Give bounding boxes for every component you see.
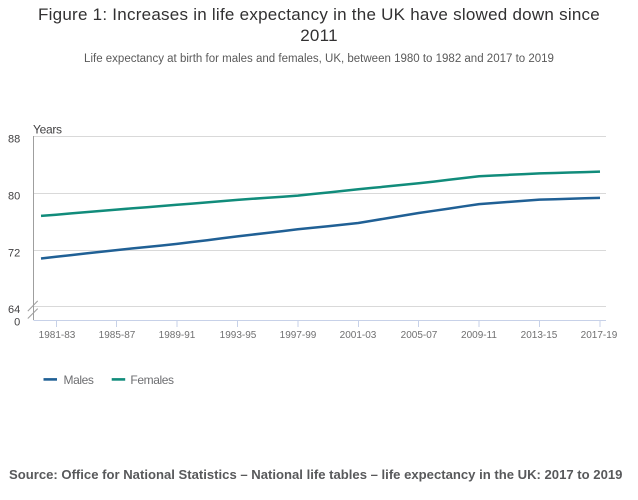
svg-text:88: 88 xyxy=(8,133,20,145)
svg-text:Females: Females xyxy=(130,373,174,387)
svg-text:2005-07: 2005-07 xyxy=(401,330,438,341)
svg-text:80: 80 xyxy=(8,190,20,202)
svg-text:Years: Years xyxy=(33,123,62,137)
svg-text:2013-15: 2013-15 xyxy=(521,330,558,341)
svg-text:0: 0 xyxy=(14,316,20,328)
svg-text:1981-83: 1981-83 xyxy=(39,330,76,341)
svg-text:1989-91: 1989-91 xyxy=(159,330,196,341)
svg-text:72: 72 xyxy=(8,247,20,259)
svg-text:1993-95: 1993-95 xyxy=(220,330,257,341)
svg-text:2001-03: 2001-03 xyxy=(340,330,377,341)
svg-text:1985-87: 1985-87 xyxy=(99,330,136,341)
svg-text:2017-19: 2017-19 xyxy=(581,330,618,341)
svg-text:Males: Males xyxy=(64,373,94,387)
svg-text:64: 64 xyxy=(8,304,20,316)
svg-text:2009-11: 2009-11 xyxy=(461,330,497,341)
svg-text:1997-99: 1997-99 xyxy=(280,330,317,341)
